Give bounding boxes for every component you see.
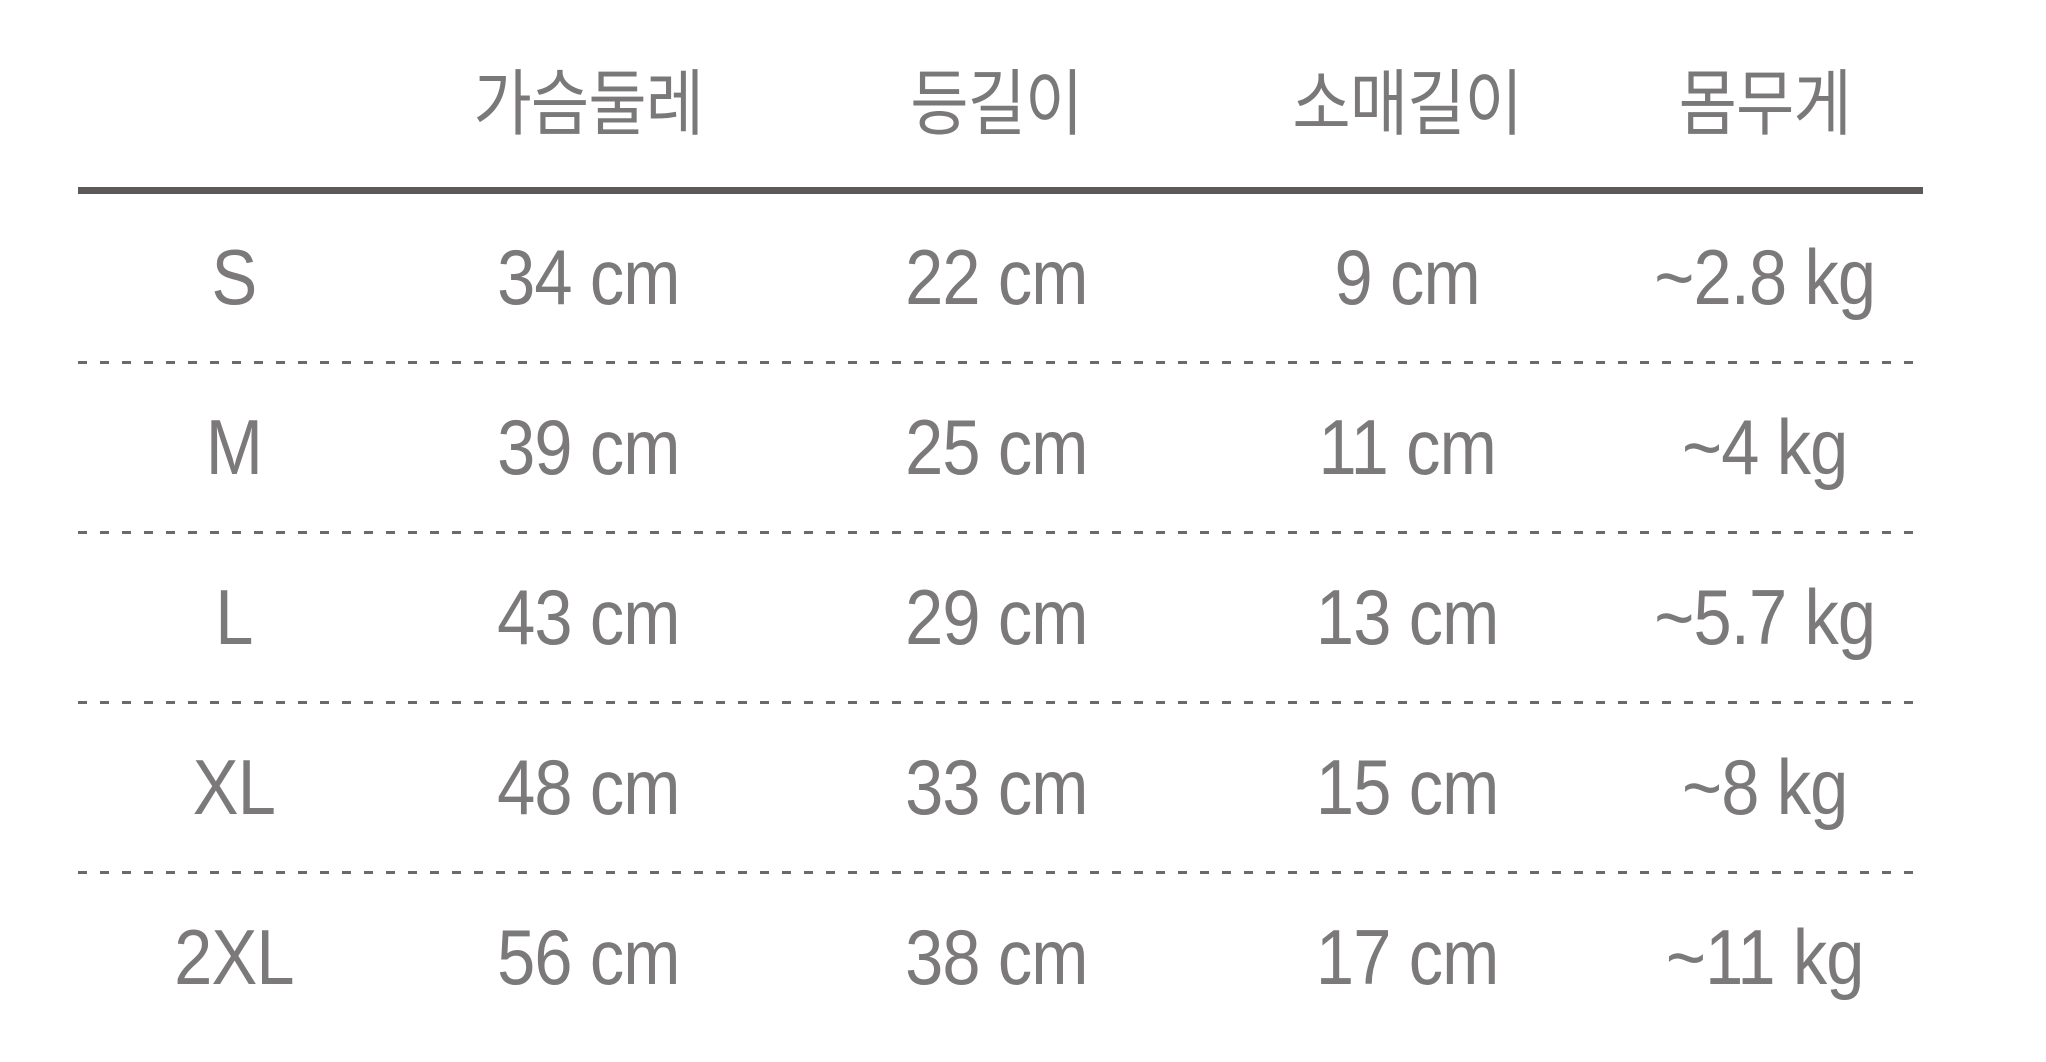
chest-circumference-value: 39 cm [496, 403, 680, 491]
row-divider-dashed-line [78, 701, 1923, 704]
size-label: 2XL [174, 913, 294, 1001]
table-row: S 34 cm 22 cm 9 cm ~2.8 kg [78, 194, 1923, 361]
back-length-value: 33 cm [905, 743, 1089, 831]
chest-circumference-value: 56 cm [496, 913, 680, 1001]
sleeve-length-value: 15 cm [1316, 743, 1499, 831]
chest-circumference-value: 34 cm [496, 233, 680, 321]
table-row: XL 48 cm 33 cm 15 cm ~8 kg [78, 704, 1923, 871]
row-divider-dashed-line [78, 871, 1923, 874]
weight-value: ~4 kg [1682, 403, 1849, 491]
sleeve-length-value: 11 cm [1318, 403, 1497, 491]
table-body: S 34 cm 22 cm 9 cm ~2.8 kg M 39 cm 25 cm… [78, 194, 1923, 1041]
weight-value: ~5.7 kg [1654, 573, 1877, 661]
sleeve-length-value: 9 cm [1334, 233, 1481, 321]
table-row: L 43 cm 29 cm 13 cm ~5.7 kg [78, 534, 1923, 701]
chest-circumference-value: 43 cm [496, 573, 680, 661]
chest-circumference-value: 48 cm [496, 743, 680, 831]
row-divider-dashed-line [78, 361, 1923, 364]
weight-value: ~2.8 kg [1654, 233, 1877, 321]
table-row: M 39 cm 25 cm 11 cm ~4 kg [78, 364, 1923, 531]
sleeve-length-value: 13 cm [1316, 573, 1499, 661]
back-length-value: 25 cm [905, 403, 1089, 491]
header-chest-circumference: 가슴둘레 [473, 65, 704, 145]
size-label: M [205, 403, 263, 491]
weight-value: ~8 kg [1682, 743, 1849, 831]
back-length-value: 38 cm [905, 913, 1089, 1001]
size-chart-table: 가슴둘레 등길이 소매길이 몸무게 S 34 cm 22 cm 9 cm ~2.… [78, 0, 1923, 1041]
back-length-value: 29 cm [905, 573, 1089, 661]
table-row: 2XL 56 cm 38 cm 17 cm ~11 kg [78, 874, 1923, 1041]
weight-value: ~11 kg [1666, 913, 1865, 1001]
header-divider-line [78, 187, 1923, 194]
header-row: 가슴둘레 등길이 소매길이 몸무게 [78, 0, 1923, 187]
back-length-value: 22 cm [905, 233, 1089, 321]
size-label: XL [192, 743, 276, 831]
header-weight: 몸무게 [1679, 65, 1852, 145]
header-back-length: 등길이 [910, 65, 1084, 145]
size-label: S [211, 233, 257, 321]
header-sleeve-length: 소매길이 [1292, 65, 1523, 145]
row-divider-dashed-line [78, 531, 1923, 534]
sleeve-length-value: 17 cm [1316, 913, 1499, 1001]
size-label: L [215, 573, 253, 661]
